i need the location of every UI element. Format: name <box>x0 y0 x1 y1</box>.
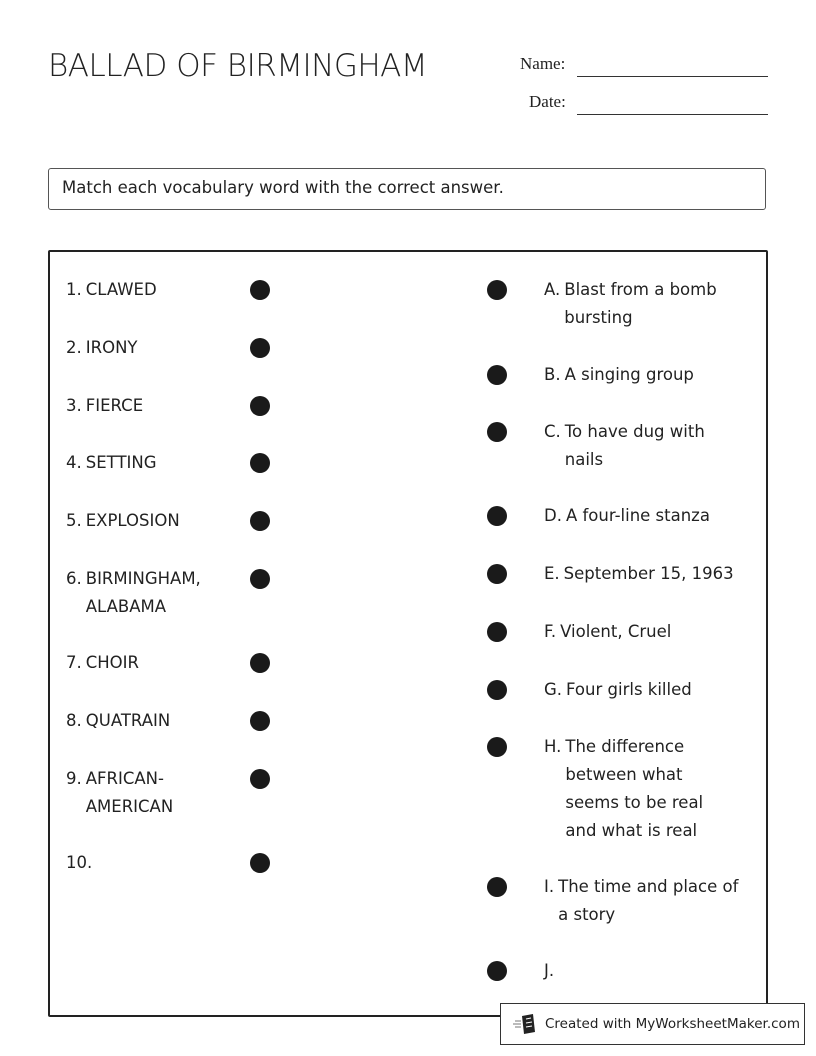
left-match-dot[interactable] <box>250 511 270 531</box>
item-number: 4. <box>66 453 82 472</box>
item-number: H. <box>544 737 562 756</box>
name-field-line[interactable] <box>577 76 768 77</box>
item-text: BIRMINGHAM, ALABAMA <box>85 569 201 616</box>
left-match-dot[interactable] <box>250 280 270 300</box>
right-match-dot[interactable] <box>487 280 507 300</box>
right-match-dot[interactable] <box>487 564 507 584</box>
matching-box <box>48 250 768 1017</box>
left-item: 7. CHOIR <box>66 649 226 677</box>
right-match-dot[interactable] <box>487 961 507 981</box>
left-item: 5. EXPLOSION <box>66 507 226 535</box>
item-text: Blast from a bomb bursting <box>564 280 717 327</box>
left-item: 9. AFRICAN-AMERICAN <box>66 765 196 821</box>
left-item: 8. QUATRAIN <box>66 707 226 735</box>
item-number: E. <box>544 564 560 583</box>
left-item: 1. CLAWED <box>66 276 226 304</box>
item-text: Four girls killed <box>566 680 692 699</box>
item-text: The difference between what seems to be … <box>565 737 704 840</box>
name-label: Name: <box>520 54 566 73</box>
right-item: A. Blast from a bomb bursting <box>544 276 764 332</box>
right-match-dot[interactable] <box>487 365 507 385</box>
item-number: A. <box>544 280 561 299</box>
left-match-dot[interactable] <box>250 569 270 589</box>
left-item: 6. BIRMINGHAM, ALABAMA <box>66 565 221 621</box>
left-match-dot[interactable] <box>250 396 270 416</box>
item-number: 5. <box>66 511 82 530</box>
right-item: E. September 15, 1963 <box>544 560 784 588</box>
credit-text: Created with MyWorksheetMaker.com <box>545 1016 800 1032</box>
item-text: EXPLOSION <box>85 511 180 530</box>
item-number: C. <box>544 422 561 441</box>
item-number: G. <box>544 680 563 699</box>
left-match-dot[interactable] <box>250 338 270 358</box>
right-match-dot[interactable] <box>487 877 507 897</box>
item-number: 2. <box>66 338 82 357</box>
item-number: B. <box>544 365 561 384</box>
instructions-box: Match each vocabulary word with the corr… <box>48 168 766 210</box>
item-number: 3. <box>66 396 82 415</box>
right-match-dot[interactable] <box>487 622 507 642</box>
right-item: F. Violent, Cruel <box>544 618 760 646</box>
item-text: Violent, Cruel <box>560 622 672 641</box>
left-item: 10. <box>66 849 236 877</box>
item-number: 6. <box>66 569 82 588</box>
item-text: QUATRAIN <box>85 711 171 730</box>
right-item: D. A four-line stanza <box>544 502 786 530</box>
right-match-dot[interactable] <box>487 680 507 700</box>
right-item: I. The time and place of a story <box>544 873 748 929</box>
credit-badge: Created with MyWorksheetMaker.com <box>500 1003 805 1045</box>
right-item: C. To have dug with nails <box>544 418 745 474</box>
left-match-dot[interactable] <box>250 711 270 731</box>
item-text: To have dug with nails <box>564 422 705 469</box>
left-match-dot[interactable] <box>250 453 270 473</box>
item-text: FIERCE <box>85 396 144 415</box>
date-field-line[interactable] <box>577 114 768 115</box>
item-number: D. <box>544 506 562 525</box>
item-text: September 15, 1963 <box>563 564 734 583</box>
left-item: 4. SETTING <box>66 449 226 477</box>
item-text: A four-line stanza <box>565 506 710 525</box>
left-match-dot[interactable] <box>250 653 270 673</box>
item-number: 9. <box>66 769 82 788</box>
right-match-dot[interactable] <box>487 737 507 757</box>
item-number: 7. <box>66 653 82 672</box>
item-text: CHOIR <box>85 653 139 672</box>
left-match-dot[interactable] <box>250 853 270 873</box>
right-item: B. A singing group <box>544 361 765 389</box>
item-text: A singing group <box>564 365 694 384</box>
item-text: The time and place of a story <box>558 877 739 924</box>
item-number: F. <box>544 622 557 641</box>
item-number: J. <box>544 961 555 980</box>
right-item: J. <box>544 957 758 985</box>
right-match-dot[interactable] <box>487 506 507 526</box>
right-item: G. Four girls killed <box>544 676 766 704</box>
item-number: 8. <box>66 711 82 730</box>
date-label: Date: <box>529 92 566 111</box>
item-text: CLAWED <box>85 280 157 299</box>
right-item: H. The difference between what seems to b… <box>544 733 725 845</box>
item-number: 10. <box>66 853 93 872</box>
item-text: IRONY <box>85 338 138 357</box>
item-text: AFRICAN-AMERICAN <box>85 769 174 816</box>
item-number: I. <box>544 877 555 896</box>
worksheet-logo-icon <box>513 1014 535 1034</box>
right-match-dot[interactable] <box>487 422 507 442</box>
left-item: 2. IRONY <box>66 334 226 362</box>
left-match-dot[interactable] <box>250 769 270 789</box>
left-item: 3. FIERCE <box>66 392 226 420</box>
item-text: SETTING <box>85 453 157 472</box>
item-number: 1. <box>66 280 82 299</box>
page-title: BALLAD OF BIRMINGHAM <box>48 48 428 84</box>
